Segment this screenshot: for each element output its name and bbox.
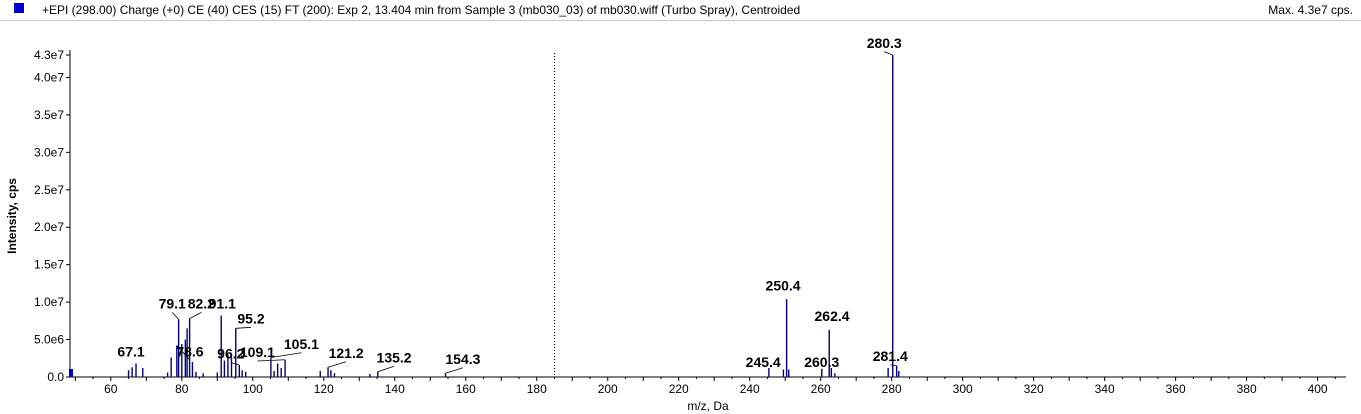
x-tick-label: 240 xyxy=(740,382,760,396)
y-tick-label: 1.5e7 xyxy=(34,258,64,272)
peak-label: 250.4 xyxy=(766,277,801,293)
x-tick-label: 300 xyxy=(953,382,973,396)
y-ticks: 0.0 5.0e6 1.0e7 1.5e7 2.0e7 2.5e7 3.0e7 3.5e7 4.… xyxy=(34,48,70,384)
peak-label: 79.1 xyxy=(159,295,186,311)
peak-label: 121.2 xyxy=(329,345,364,361)
label-leader-line xyxy=(189,312,202,319)
label-leader-line xyxy=(257,359,286,362)
x-tick-label: 360 xyxy=(1166,382,1186,396)
y-tick-label: 3.0e7 xyxy=(34,145,64,159)
peak-label: 105.1 xyxy=(284,336,319,352)
peak-label: 245.4 xyxy=(746,354,781,370)
y-tick-label: 5.0e6 xyxy=(34,333,64,347)
x-tick-label: 340 xyxy=(1095,382,1115,396)
chart-title: +EPI (298.00) Charge (+0) CE (40) CES (1… xyxy=(42,3,801,17)
peak-label: 262.4 xyxy=(815,308,850,324)
y-axis-title: Intensity, cps xyxy=(5,178,19,254)
x-tick-label: 260 xyxy=(811,382,831,396)
peak-label: 82.2 xyxy=(188,295,215,311)
y-tick-label: 2.0e7 xyxy=(34,220,64,234)
axes xyxy=(69,50,1346,378)
x-tick-label: 320 xyxy=(1024,382,1044,396)
peak-label: 260.3 xyxy=(804,354,839,370)
label-leader-line xyxy=(377,365,395,373)
x-ticks: 60 80 100 120 140 160 180 200 220 240 260 280 300 320… xyxy=(74,377,1336,396)
y-tick-label: 4.0e7 xyxy=(34,70,64,84)
peak-label: 135.2 xyxy=(377,349,412,365)
x-axis-title: m/z, Da xyxy=(687,399,729,413)
chart-header: +EPI (298.00) Charge (+0) CE (40) CES (1… xyxy=(0,0,1361,20)
x-tick-label: 140 xyxy=(385,382,405,396)
y-tick-label: 2.5e7 xyxy=(34,183,64,197)
x-tick-label: 120 xyxy=(314,382,334,396)
origin-marker xyxy=(69,369,73,377)
x-tick-label: 200 xyxy=(598,382,618,396)
peak-label: 78.6 xyxy=(176,343,203,359)
label-leader-line xyxy=(884,51,893,56)
legend-swatch xyxy=(14,3,24,13)
label-leader-line xyxy=(890,364,897,367)
x-tick-label: 160 xyxy=(456,382,476,396)
peak-label: 109.1 xyxy=(240,344,275,360)
label-leader-line xyxy=(327,361,347,368)
y-tick-label: 1.0e7 xyxy=(34,295,64,309)
header-divider xyxy=(0,20,1361,21)
label-leader-line xyxy=(270,352,302,358)
x-tick-label: 280 xyxy=(882,382,902,396)
y-tick-label: 0.0 xyxy=(47,370,64,384)
peak-label: 67.1 xyxy=(117,343,144,359)
peaks xyxy=(69,55,900,377)
peak-label: 280.3 xyxy=(867,35,902,51)
label-leader-line xyxy=(230,362,240,366)
x-tick-label: 80 xyxy=(175,382,189,396)
label-leader-line xyxy=(176,345,191,361)
x-tick-label: 220 xyxy=(669,382,689,396)
y-tick-label: 3.5e7 xyxy=(34,108,64,122)
peak-label: 91.1 xyxy=(209,295,236,311)
x-tick-label: 180 xyxy=(527,382,547,396)
label-leader-line xyxy=(235,326,252,329)
peak-label: 96.2 xyxy=(217,346,244,362)
y-tick-label: 4.3e7 xyxy=(34,48,64,62)
max-intensity-label: Max. 4.3e7 cps. xyxy=(1268,3,1353,17)
x-tick-label: 60 xyxy=(104,382,118,396)
peak-label: 95.2 xyxy=(237,310,264,326)
x-tick-label: 380 xyxy=(1237,382,1257,396)
peak-label: 281.4 xyxy=(873,348,908,364)
x-tick-label: 100 xyxy=(243,382,263,396)
label-leader-line xyxy=(171,312,179,320)
peak-label: 154.3 xyxy=(445,351,480,367)
x-tick-label: 400 xyxy=(1308,382,1328,396)
label-leader-line xyxy=(445,367,464,374)
